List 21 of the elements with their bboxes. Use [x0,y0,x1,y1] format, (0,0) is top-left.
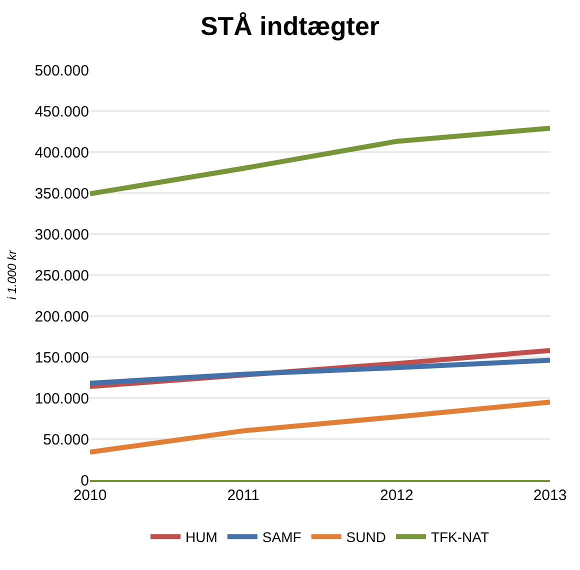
y-tick-label: 500.000 [34,62,89,80]
x-tick-label: 2012 [380,487,414,504]
y-tick-label: 100.000 [34,390,89,408]
y-tick-label: 450.000 [34,103,89,120]
y-tick-label: 150.000 [34,349,89,366]
legend-label: SUND [346,529,386,546]
x-tick-label: 2013 [533,487,567,504]
y-tick-label: 250.000 [34,267,89,284]
y-tick-label: 400.000 [34,144,89,162]
y-tick-label: 200.000 [34,308,89,326]
x-tick-label: 2011 [227,487,260,504]
legend-label: HUM [186,529,218,546]
legend-label: TFK-NAT [430,529,490,546]
chart-title: STÅ indtægter [200,11,380,41]
y-tick-label: 0 [80,472,89,490]
x-tick-label: 2010 [73,487,107,504]
y-axis-title: i 1.000 kr [5,249,20,300]
y-tick-label: 50.000 [43,431,89,448]
y-tick-label: 300.000 [34,226,89,244]
y-tick-label: 350.000 [34,185,89,202]
legend-label: SAMF [262,529,302,546]
